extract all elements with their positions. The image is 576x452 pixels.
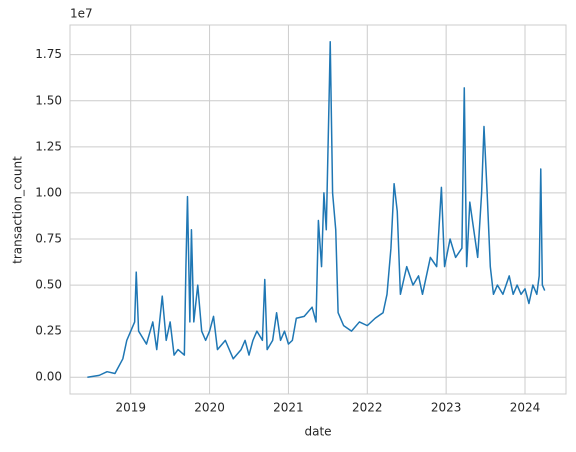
data-line (87, 41, 546, 378)
y-tick-label: 0.75 (35, 231, 62, 245)
y-tick-label: 0.00 (35, 370, 62, 384)
plot-frame (69, 24, 567, 395)
x-tick-label: 2021 (273, 401, 304, 415)
y-tick-label: 0.50 (35, 278, 62, 292)
x-tick-label: 2022 (352, 401, 383, 415)
x-axis-label: date (304, 425, 331, 439)
x-tick-label: 2024 (510, 401, 541, 415)
y-tick-label: 1.25 (35, 139, 62, 153)
y-tick-label: 1.00 (35, 185, 62, 199)
y-offset-label: 1e7 (70, 7, 93, 21)
y-tick-label: 0.25 (35, 324, 62, 338)
y-tick-label: 1.75 (35, 47, 62, 61)
x-tick-label: 2020 (194, 401, 225, 415)
x-tick-label: 2023 (431, 401, 462, 415)
y-axis-label: transaction_count (11, 156, 25, 264)
x-tick-label: 2019 (115, 401, 146, 415)
y-tick-label: 1.50 (35, 93, 62, 107)
